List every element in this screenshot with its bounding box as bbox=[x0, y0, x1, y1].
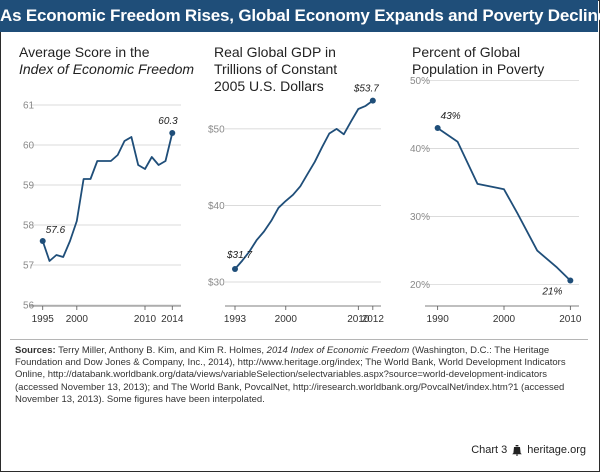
panel-1-x-tick-label: 1995 bbox=[32, 314, 55, 325]
panel-3-y-tick-label: 20% bbox=[410, 280, 430, 291]
panel-3-y-tick-label: 50% bbox=[410, 76, 430, 87]
panel-2-start-label: $31.7 bbox=[226, 250, 252, 261]
panel-3-title-line1: Percent of Global bbox=[412, 44, 521, 60]
panel-2-x-tick-label: 1993 bbox=[224, 314, 247, 325]
panel-3-series-line bbox=[437, 127, 571, 282]
panel-3-chart: 20% 30% 40% 50% 1990 2000 2010 43% 21% bbox=[410, 76, 582, 325]
panel-2-series-line bbox=[234, 99, 374, 270]
sources-part2: (Washington, D.C.: The Heritage Foundati… bbox=[15, 345, 566, 405]
panel-1-x-tick-label: 2000 bbox=[66, 314, 89, 325]
panel-1-start-label: 57.6 bbox=[46, 225, 66, 236]
panel-2-title-line1: Real Global GDP in bbox=[214, 44, 336, 60]
panel-3-y-tick-label: 30% bbox=[410, 212, 430, 223]
panel-1-y-tick-label: 57 bbox=[23, 261, 35, 272]
panel-3-title-line2: Population in Poverty bbox=[412, 61, 545, 77]
panel-3-start-point bbox=[434, 125, 441, 132]
sources-text: Sources: Terry Miller, Anthony B. Kim, a… bbox=[15, 345, 587, 406]
panel-1-series-line bbox=[41, 132, 174, 262]
chart-number: Chart 3 bbox=[471, 444, 508, 456]
panel-1-title-line2: Index of Economic Freedom bbox=[19, 61, 195, 77]
panel-2-title-line3: 2005 U.S. Dollars bbox=[214, 78, 324, 94]
panel-1-y-tick-label: 56 bbox=[23, 301, 35, 312]
site-name[interactable]: heritage.org bbox=[527, 444, 586, 456]
panel-2-y-tick-label: $50 bbox=[208, 124, 225, 135]
panel-1-title-line1: Average Score in the bbox=[19, 44, 150, 60]
panel-1-y-tick-label: 60 bbox=[23, 141, 35, 152]
panel-2-end-label: $53.7 bbox=[353, 84, 379, 95]
sources-label: Sources: bbox=[15, 345, 56, 356]
panel-1-start-point bbox=[39, 238, 46, 244]
liberty-bell-icon bbox=[512, 444, 523, 456]
panel-3-start-label: 43% bbox=[441, 111, 461, 122]
panel-1-x-tick-label: 2014 bbox=[161, 314, 184, 325]
footer: Chart 3 heritage.org bbox=[471, 444, 586, 456]
panel-1-end-label: 60.3 bbox=[158, 116, 178, 127]
panel-3-end-point bbox=[567, 277, 574, 284]
charts-svg: 56 57 58 59 60 61 1995 2000 2010 2014 57.6 60.3 $30… bbox=[23, 76, 582, 326]
panel-3-x-tick-label: 1990 bbox=[427, 314, 450, 325]
panel-1-end-point bbox=[169, 130, 176, 136]
panel-3-y-tick-label: 40% bbox=[410, 144, 430, 155]
divider bbox=[10, 339, 588, 340]
panel-2-end-point bbox=[369, 97, 376, 104]
panel-1-y-tick-label: 58 bbox=[23, 221, 35, 232]
sources-book-title: 2014 Index of Economic Freedom bbox=[266, 345, 410, 356]
panel-2-x-tick-label: 2012 bbox=[362, 314, 385, 325]
banner-title: As Economic Freedom Rises, Global Econom… bbox=[0, 0, 600, 32]
panel-1-x-tick-label: 2010 bbox=[134, 314, 157, 325]
panel-3-x-tick-label: 2000 bbox=[493, 314, 516, 325]
panel-3-x-tick-label: 2010 bbox=[559, 314, 582, 325]
panel-1-y-tick-label: 61 bbox=[23, 101, 35, 112]
panel-3-end-label: 21% bbox=[541, 287, 562, 298]
panel-2-start-point bbox=[232, 266, 238, 273]
panel-2-title-line2: Trillions of Constant bbox=[214, 61, 338, 77]
panel-2-y-tick-label: $30 bbox=[208, 278, 225, 289]
panel-2-y-tick-label: $40 bbox=[208, 201, 225, 212]
panel-2-x-tick-label: 2000 bbox=[275, 314, 298, 325]
panel-1-chart: 56 57 58 59 60 61 1995 2000 2010 2014 57.6 60.3 bbox=[23, 101, 184, 326]
panel-3-title: Percent of Global Population in Poverty bbox=[412, 44, 600, 78]
panel-1-title: Average Score in the Index of Economic F… bbox=[19, 44, 209, 78]
panel-2-x-tick-label: 2010 bbox=[347, 314, 370, 325]
sources-part1: Terry Miller, Anthony B. Kim, and Kim R.… bbox=[55, 345, 267, 356]
panel-2-title: Real Global GDP in Trillions of Constant… bbox=[214, 44, 404, 95]
panel-1-y-tick-label: 59 bbox=[23, 181, 35, 192]
